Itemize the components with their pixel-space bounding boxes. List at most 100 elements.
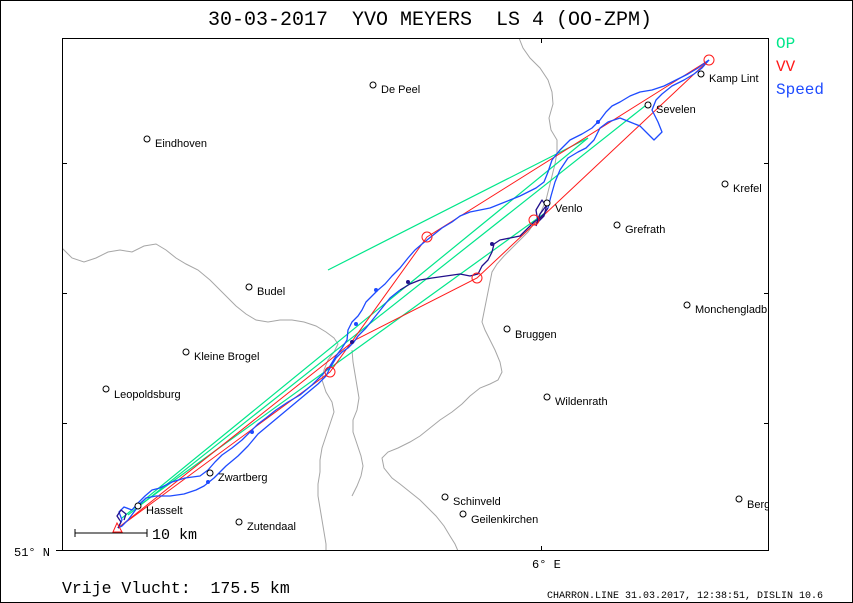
town-marker	[182, 348, 190, 356]
vv-turnpoint-marker	[421, 231, 433, 243]
town-geilenkirchen: Geilenkirchen	[459, 510, 538, 526]
scale-bar-label: 10 km	[152, 527, 197, 544]
start-marker	[112, 521, 123, 533]
town-marker	[369, 81, 377, 89]
town-label: Leopoldsburg	[114, 389, 181, 401]
town-label: Zutendaal	[247, 521, 296, 533]
town-marker	[235, 518, 243, 526]
track-dot	[490, 242, 494, 246]
town-marker	[143, 135, 151, 143]
town-marker	[683, 301, 691, 309]
town-budel: Budel	[245, 283, 285, 298]
speed-track-venlo-climb	[535, 199, 548, 227]
town-hasselt: Hasselt	[134, 502, 183, 517]
town-label: Grefrath	[625, 224, 665, 236]
page-title: 30-03-2017 YVO MEYERS LS 4 (OO-ZPM)	[208, 9, 652, 32]
town-label: Schinveld	[453, 496, 501, 508]
town-marker	[543, 199, 551, 207]
town-leopoldsburg: Leopoldsburg	[102, 385, 181, 401]
speed-track-start	[116, 509, 127, 529]
town-label: Berg	[747, 499, 770, 511]
town-label: Budel	[257, 286, 285, 298]
track-dot	[596, 120, 600, 124]
town-label: Kleine Brogel	[194, 351, 259, 363]
legend: OP VV Speed	[776, 35, 824, 99]
vv-turnpoint-marker	[471, 272, 483, 284]
op-line	[139, 212, 546, 506]
border-line-nl-de	[381, 38, 558, 551]
town-label: Bruggen	[515, 329, 557, 341]
frame-ticks	[56, 38, 769, 551]
town-label: Krefel	[733, 183, 762, 195]
town-zutendaal: Zutendaal	[235, 518, 296, 533]
town-marker	[134, 502, 142, 510]
scale-bar: 10 km	[74, 527, 197, 544]
track-dot	[350, 340, 354, 344]
town-zwartberg: Zwartberg	[206, 469, 268, 484]
town-monchengladbach: Monchengladb	[683, 301, 767, 316]
town-marker	[613, 221, 621, 229]
town-label: Wildenrath	[555, 396, 608, 408]
town-marker	[206, 469, 214, 477]
vv-turnpoint-marker	[703, 54, 715, 66]
latitude-label: 51° N	[14, 546, 50, 560]
town-krefeld: Krefel	[721, 180, 762, 195]
town-label: Zwartberg	[218, 472, 268, 484]
op-line	[327, 137, 589, 271]
speed-track-return-slow	[399, 207, 549, 291]
track-dot	[374, 288, 378, 292]
town-sevelen: Sevelen	[644, 101, 696, 116]
town-de-peel: De Peel	[369, 81, 420, 96]
speed-track-return-south	[117, 289, 401, 529]
town-marker	[543, 393, 551, 401]
legend-op: OP	[776, 35, 795, 53]
border-line-be-nl	[62, 243, 339, 551]
op-line	[121, 137, 589, 519]
vv-turnpoint-marker	[528, 214, 540, 226]
speed-track-return-north	[547, 59, 710, 209]
track-dot	[206, 480, 210, 484]
town-label: Sevelen	[656, 104, 696, 116]
town-wildenrath: Wildenrath	[543, 393, 608, 408]
town-label: Monchengladb	[695, 304, 767, 316]
town-marker	[721, 180, 729, 188]
town-label: Eindhoven	[155, 138, 207, 150]
op-line	[127, 101, 651, 516]
track-dot	[406, 280, 410, 284]
track-dot	[250, 430, 254, 434]
town-marker	[697, 70, 705, 78]
border-line-meuse	[351, 349, 364, 497]
map-frame	[62, 38, 769, 551]
town-eindhoven: Eindhoven	[143, 135, 207, 150]
town-label: Venlo	[555, 203, 583, 215]
map-area: De Peel Eindhoven Kamp Lint Sevelen Kref…	[62, 38, 770, 551]
town-marker	[441, 493, 449, 501]
town-berg: Berg	[735, 495, 770, 511]
town-grefrath: Grefrath	[613, 221, 665, 236]
credit-line: CHARRON.LINE 31.03.2017, 12:38:51, DISLI…	[547, 591, 823, 602]
town-label: Kamp Lint	[709, 73, 759, 85]
town-label: Geilenkirchen	[471, 514, 538, 526]
town-marker	[245, 283, 253, 291]
track-dot	[354, 322, 358, 326]
town-label: De Peel	[381, 84, 420, 96]
town-venlo: Venlo	[543, 199, 583, 215]
free-flight-distance: Vrije Vlucht: 175.5 km	[62, 579, 290, 598]
town-kamp-lintfort: Kamp Lint	[697, 70, 759, 85]
vv-turnpoint-marker	[324, 366, 336, 378]
town-marker	[644, 101, 652, 109]
vv-line	[117, 59, 710, 529]
town-marker	[503, 325, 511, 333]
legend-vv: VV	[776, 58, 796, 76]
town-bruggen: Bruggen	[503, 325, 557, 341]
legend-speed: Speed	[776, 81, 824, 99]
town-kleine-brogel: Kleine Brogel	[182, 348, 259, 363]
town-schinveld: Schinveld	[441, 493, 501, 508]
vv-line	[117, 59, 710, 529]
town-label: Hasselt	[146, 505, 183, 517]
longitude-label: 6° E	[532, 558, 561, 572]
town-marker	[459, 510, 467, 518]
town-marker	[735, 495, 743, 503]
